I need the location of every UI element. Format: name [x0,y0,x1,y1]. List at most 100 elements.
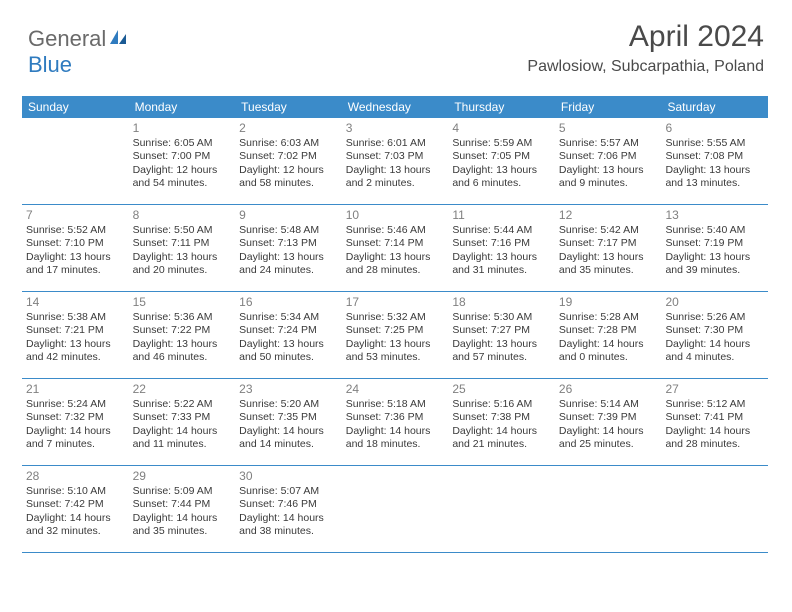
day-cell: 5Sunrise: 5:57 AMSunset: 7:06 PMDaylight… [555,118,662,204]
day-number: 30 [239,469,338,483]
day-cell: 28 Sunrise: 5:10 AMSunset: 7:42 PMDayligh… [22,466,129,552]
week-row: 28 Sunrise: 5:10 AMSunset: 7:42 PMDayligh… [22,466,768,553]
day-cell [448,466,555,552]
day-info: Sunrise: 5:16 AMSunset: 7:38 PMDaylight:… [452,398,551,452]
day-number: 16 [239,295,338,309]
day-info: Sunrise: 5:59 AMSunset: 7:05 PMDaylight:… [452,137,551,191]
day-cell: 13 Sunrise: 5:40 AMSunset: 7:19 PMDayligh… [661,205,768,291]
day-cell: 27 Sunrise: 5:12 AMSunset: 7:41 PMDayligh… [661,379,768,465]
day-cell: 12Sunrise: 5:42 AMSunset: 7:17 PMDayligh… [555,205,662,291]
day-cell: 21 Sunrise: 5:24 AMSunset: 7:32 PMDayligh… [22,379,129,465]
day-cell [22,118,129,204]
dow-header: Sunday [22,96,129,118]
day-info: Sunrise: 5:26 AMSunset: 7:30 PMDaylight:… [665,311,764,365]
brand-word1: General [28,26,106,51]
day-info: Sunrise: 5:12 AMSunset: 7:41 PMDaylight:… [665,398,764,452]
day-info: Sunrise: 5:18 AMSunset: 7:36 PMDaylight:… [346,398,445,452]
calendar-grid: SundayMondayTuesdayWednesdayThursdayFrid… [22,96,768,553]
day-info: Sunrise: 5:20 AMSunset: 7:35 PMDaylight:… [239,398,338,452]
dow-header: Saturday [661,96,768,118]
week-row: 1Sunrise: 6:05 AMSunset: 7:00 PMDaylight… [22,118,768,205]
day-info: Sunrise: 5:42 AMSunset: 7:17 PMDaylight:… [559,224,658,278]
day-cell: 6Sunrise: 5:55 AMSunset: 7:08 PMDaylight… [661,118,768,204]
day-number: 5 [559,121,658,135]
day-number: 11 [452,208,551,222]
day-cell: 3 Sunrise: 6:01 AMSunset: 7:03 PMDaylight… [342,118,449,204]
day-number: 28 [26,469,125,483]
day-cell: 11 Sunrise: 5:44 AMSunset: 7:16 PMDayligh… [448,205,555,291]
dow-header-row: SundayMondayTuesdayWednesdayThursdayFrid… [22,96,768,118]
day-info: Sunrise: 5:24 AMSunset: 7:32 PMDaylight:… [26,398,125,452]
day-number: 14 [26,295,125,309]
day-cell: 4Sunrise: 5:59 AMSunset: 7:05 PMDaylight… [448,118,555,204]
day-info: Sunrise: 5:07 AMSunset: 7:46 PMDaylight:… [239,485,338,539]
day-cell: 10 Sunrise: 5:46 AMSunset: 7:14 PMDayligh… [342,205,449,291]
day-cell: 26Sunrise: 5:14 AMSunset: 7:39 PMDayligh… [555,379,662,465]
day-info: Sunrise: 5:40 AMSunset: 7:19 PMDaylight:… [665,224,764,278]
day-cell: 20Sunrise: 5:26 AMSunset: 7:30 PMDayligh… [661,292,768,378]
day-cell: 14 Sunrise: 5:38 AMSunset: 7:21 PMDayligh… [22,292,129,378]
day-number: 21 [26,382,125,396]
day-info: Sunrise: 5:28 AMSunset: 7:28 PMDaylight:… [559,311,658,365]
day-cell: 7 Sunrise: 5:52 AMSunset: 7:10 PMDaylight… [22,205,129,291]
day-info: Sunrise: 5:30 AMSunset: 7:27 PMDaylight:… [452,311,551,365]
day-number: 8 [133,208,232,222]
day-info: Sunrise: 5:52 AMSunset: 7:10 PMDaylight:… [26,224,125,278]
day-number: 7 [26,208,125,222]
day-info: Sunrise: 5:48 AMSunset: 7:13 PMDaylight:… [239,224,338,278]
day-number: 19 [559,295,658,309]
day-info: Sunrise: 5:36 AMSunset: 7:22 PMDaylight:… [133,311,232,365]
brand-sail-icon [108,26,128,51]
day-number: 13 [665,208,764,222]
weeks-container: 1Sunrise: 6:05 AMSunset: 7:00 PMDaylight… [22,118,768,553]
day-cell: 19 Sunrise: 5:28 AMSunset: 7:28 PMDayligh… [555,292,662,378]
day-info: Sunrise: 5:10 AMSunset: 7:42 PMDaylight:… [26,485,125,539]
day-info: Sunrise: 5:44 AMSunset: 7:16 PMDaylight:… [452,224,551,278]
day-number: 1 [133,121,232,135]
day-number: 26 [559,382,658,396]
day-number: 25 [452,382,551,396]
day-cell: 1Sunrise: 6:05 AMSunset: 7:00 PMDaylight… [129,118,236,204]
day-info: Sunrise: 5:50 AMSunset: 7:11 PMDaylight:… [133,224,232,278]
day-info: Sunrise: 5:09 AMSunset: 7:44 PMDaylight:… [133,485,232,539]
day-info: Sunrise: 5:32 AMSunset: 7:25 PMDaylight:… [346,311,445,365]
day-number: 9 [239,208,338,222]
day-cell: 22Sunrise: 5:22 AMSunset: 7:33 PMDayligh… [129,379,236,465]
dow-header: Tuesday [235,96,342,118]
day-number: 6 [665,121,764,135]
dow-header: Friday [555,96,662,118]
day-cell: 15 Sunrise: 5:36 AMSunset: 7:22 PMDayligh… [129,292,236,378]
day-cell: 16Sunrise: 5:34 AMSunset: 7:24 PMDayligh… [235,292,342,378]
page-header: General Blue April 2024 Pawlosiow, Subca… [0,0,792,84]
dow-header: Monday [129,96,236,118]
day-cell: 18Sunrise: 5:30 AMSunset: 7:27 PMDayligh… [448,292,555,378]
day-cell: 17 Sunrise: 5:32 AMSunset: 7:25 PMDayligh… [342,292,449,378]
day-cell: 9 Sunrise: 5:48 AMSunset: 7:13 PMDaylight… [235,205,342,291]
day-number: 23 [239,382,338,396]
brand-word2: Blue [28,52,72,77]
day-cell: 30 Sunrise: 5:07 AMSunset: 7:46 PMDayligh… [235,466,342,552]
day-number: 17 [346,295,445,309]
day-info: Sunrise: 6:03 AMSunset: 7:02 PMDaylight:… [239,137,338,191]
day-number: 10 [346,208,445,222]
day-number: 2 [239,121,338,135]
day-number: 27 [665,382,764,396]
week-row: 21 Sunrise: 5:24 AMSunset: 7:32 PMDayligh… [22,379,768,466]
title-block: April 2024 Pawlosiow, Subcarpathia, Pola… [527,20,764,76]
day-number: 24 [346,382,445,396]
day-cell: 29Sunrise: 5:09 AMSunset: 7:44 PMDayligh… [129,466,236,552]
day-cell [342,466,449,552]
day-info: Sunrise: 6:01 AMSunset: 7:03 PMDaylight:… [346,137,445,191]
brand-text: General Blue [28,26,128,78]
day-number: 22 [133,382,232,396]
day-info: Sunrise: 5:38 AMSunset: 7:21 PMDaylight:… [26,311,125,365]
page-title: April 2024 [527,20,764,54]
location-label: Pawlosiow, Subcarpathia, Poland [527,58,764,76]
day-number: 3 [346,121,445,135]
day-number: 15 [133,295,232,309]
dow-header: Wednesday [342,96,449,118]
day-cell: 2 Sunrise: 6:03 AMSunset: 7:02 PMDaylight… [235,118,342,204]
dow-header: Thursday [448,96,555,118]
day-info: Sunrise: 5:46 AMSunset: 7:14 PMDaylight:… [346,224,445,278]
week-row: 14 Sunrise: 5:38 AMSunset: 7:21 PMDayligh… [22,292,768,379]
